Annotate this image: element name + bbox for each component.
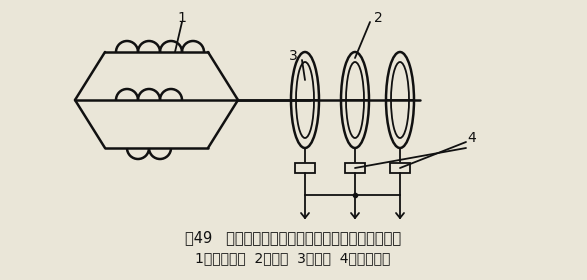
Text: 4: 4	[468, 131, 477, 145]
Text: 1．转子绕组  2．滑环  3．电刷  4．附加电阻: 1．转子绕组 2．滑环 3．电刷 4．附加电阻	[195, 251, 391, 265]
Text: 2: 2	[373, 11, 382, 25]
Bar	[390, 163, 410, 173]
Text: 3: 3	[289, 49, 298, 63]
Bar	[345, 163, 365, 173]
Text: 图49   绕线式电机转子线组与附加电阻的连接示意图: 图49 绕线式电机转子线组与附加电阻的连接示意图	[185, 230, 401, 246]
Bar	[295, 163, 315, 173]
Text: 1: 1	[177, 11, 187, 25]
